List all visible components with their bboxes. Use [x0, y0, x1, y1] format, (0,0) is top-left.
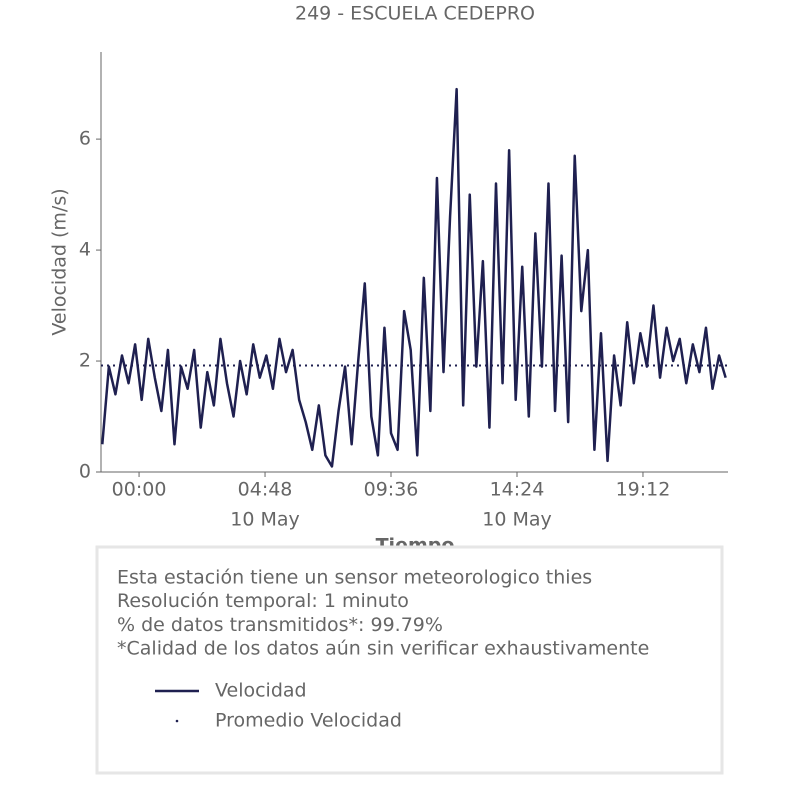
y-tick-label: 6	[79, 128, 91, 150]
x-tick-label: 04:48	[238, 479, 293, 501]
y-tick-label: 4	[79, 239, 91, 261]
line-series	[101, 87, 727, 468]
info-line: % de datos transmitidos*: 99.79%	[117, 614, 443, 636]
legend-swatch	[175, 719, 179, 723]
info-line: Esta estación tiene un sensor meteorolog…	[117, 567, 592, 589]
legend-box	[95, 545, 724, 775]
x-tick-label: 14:24	[490, 479, 545, 501]
x-tick-date: 10 May	[482, 509, 552, 531]
x-tick-label: 00:00	[112, 479, 167, 501]
info-line: *Calidad de los datos aún sin verificar …	[117, 638, 649, 660]
y-tick-label: 0	[79, 461, 91, 483]
legend-label: Promedio Velocidad	[215, 710, 402, 732]
x-tick-label: 19:12	[616, 479, 671, 501]
info-line: Resolución temporal: 1 minuto	[117, 590, 409, 612]
chart-title: 249 - ESCUELA CEDEPRO	[295, 3, 535, 25]
x-tick-label: 09:36	[364, 479, 419, 501]
legend-label: Velocidad	[215, 680, 307, 702]
y-tick-label: 2	[79, 350, 91, 372]
x-tick-date: 10 May	[230, 509, 300, 531]
y-axis-label: Velocidad (m/s)	[49, 188, 71, 335]
